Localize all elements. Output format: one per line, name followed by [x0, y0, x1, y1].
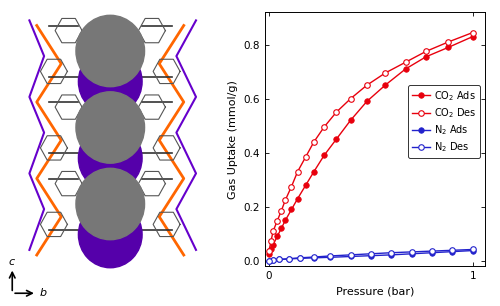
N$_2$ Ads: [408, 252, 414, 256]
N$_2$ Des: [286, 257, 292, 260]
N$_2$ Des: [450, 248, 456, 252]
CO$_2$ Des: [334, 110, 340, 114]
CO$_2$ Ads: [268, 248, 274, 251]
CO$_2$ Des: [382, 71, 388, 75]
N$_2$ Ads: [348, 255, 354, 258]
Y-axis label: Gas Uptake (mmol/g): Gas Uptake (mmol/g): [228, 80, 238, 199]
X-axis label: Pressure (bar): Pressure (bar): [336, 287, 414, 297]
CO$_2$ Des: [266, 249, 272, 252]
CO$_2$ Ads: [470, 35, 476, 38]
N$_2$ Ads: [286, 257, 292, 261]
CO$_2$ Des: [294, 170, 300, 174]
CO$_2$ Ads: [270, 243, 276, 246]
N$_2$ Des: [388, 251, 394, 255]
CO$_2$ Des: [274, 219, 280, 223]
N$_2$ Des: [429, 249, 435, 253]
N$_2$ Ads: [327, 256, 333, 259]
N$_2$ Des: [327, 254, 333, 258]
CO$_2$ Des: [278, 209, 284, 213]
CO$_2$ Ads: [278, 226, 284, 230]
CO$_2$ Ads: [321, 154, 327, 157]
N$_2$ Des: [348, 253, 354, 257]
CO$_2$ Des: [423, 50, 429, 53]
Circle shape: [76, 168, 144, 240]
CO$_2$ Ads: [288, 208, 294, 211]
N$_2$ Ads: [266, 259, 272, 263]
Circle shape: [78, 201, 142, 268]
Line: N$_2$ Ads: N$_2$ Ads: [266, 248, 476, 263]
CO$_2$ Ads: [302, 183, 308, 187]
N$_2$ Des: [296, 256, 302, 260]
Line: N$_2$ Des: N$_2$ Des: [266, 247, 476, 263]
N$_2$ Des: [270, 258, 276, 262]
Legend: CO$_2$ Ads, CO$_2$ Des, N$_2$ Ads, N$_2$ Des: CO$_2$ Ads, CO$_2$ Des, N$_2$ Ads, N$_2$…: [408, 85, 480, 158]
CO$_2$ Ads: [423, 55, 429, 59]
N$_2$ Ads: [270, 258, 276, 262]
N$_2$ Des: [311, 255, 317, 259]
CO$_2$ Ads: [282, 218, 288, 222]
N$_2$ Ads: [276, 258, 282, 261]
Circle shape: [76, 15, 144, 87]
N$_2$ Ads: [450, 250, 456, 253]
CO$_2$ Ads: [364, 99, 370, 103]
CO$_2$ Des: [402, 60, 408, 64]
CO$_2$ Des: [446, 40, 452, 44]
Circle shape: [76, 92, 144, 163]
CO$_2$ Ads: [402, 67, 408, 71]
Line: CO$_2$ Des: CO$_2$ Des: [266, 30, 476, 253]
Text: c: c: [8, 257, 14, 267]
CO$_2$ Ads: [382, 83, 388, 87]
CO$_2$ Des: [288, 185, 294, 188]
CO$_2$ Des: [268, 239, 274, 242]
CO$_2$ Des: [282, 198, 288, 202]
CO$_2$ Ads: [266, 252, 272, 256]
CO$_2$ Ads: [348, 118, 354, 122]
Line: CO$_2$ Ads: CO$_2$ Ads: [266, 34, 476, 257]
N$_2$ Ads: [429, 251, 435, 255]
N$_2$ Des: [470, 248, 476, 251]
CO$_2$ Ads: [274, 235, 280, 238]
CO$_2$ Ads: [311, 170, 317, 174]
CO$_2$ Des: [311, 140, 317, 144]
Circle shape: [78, 125, 142, 191]
CO$_2$ Ads: [334, 137, 340, 141]
Circle shape: [78, 48, 142, 115]
N$_2$ Des: [368, 252, 374, 256]
CO$_2$ Ads: [294, 197, 300, 200]
CO$_2$ Des: [364, 83, 370, 87]
CO$_2$ Des: [321, 125, 327, 129]
Text: b: b: [39, 288, 46, 298]
CO$_2$ Ads: [446, 46, 452, 49]
CO$_2$ Des: [348, 97, 354, 101]
N$_2$ Des: [276, 258, 282, 261]
N$_2$ Ads: [368, 254, 374, 258]
N$_2$ Ads: [470, 249, 476, 252]
CO$_2$ Des: [470, 31, 476, 34]
CO$_2$ Des: [302, 155, 308, 159]
N$_2$ Ads: [296, 256, 302, 260]
N$_2$ Ads: [388, 253, 394, 257]
N$_2$ Des: [266, 259, 272, 263]
N$_2$ Des: [408, 250, 414, 254]
N$_2$ Ads: [311, 256, 317, 260]
CO$_2$ Des: [270, 229, 276, 233]
